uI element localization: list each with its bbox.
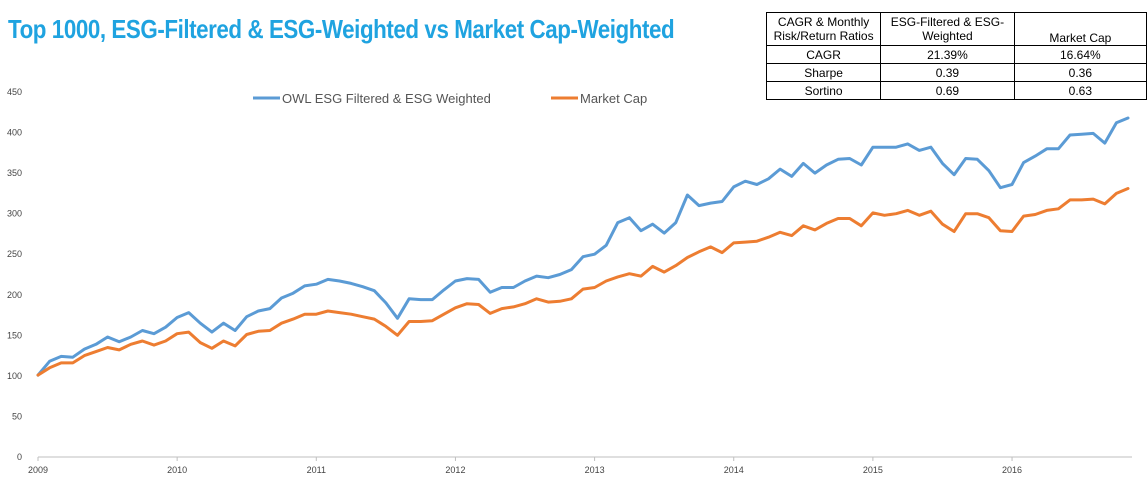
stats-market-value: 16.64% (1013, 45, 1147, 64)
stats-row-sortino: Sortino 0.69 0.63 (765, 81, 1147, 100)
y-tick-label: 250 (7, 249, 22, 259)
legend-label: OWL ESG Filtered & ESG Weighted (282, 91, 491, 106)
y-tick-label: 300 (7, 209, 22, 219)
x-tick-label: 2011 (307, 465, 326, 475)
series-line-market-cap (36, 187, 1130, 377)
x-tick-label: 2009 (28, 465, 48, 475)
x-tick-label: 2010 (167, 465, 187, 475)
stats-esg-value: 21.39% (880, 45, 1015, 64)
stats-header-row: CAGR & Monthly Risk/Return Ratios ESG-Fi… (765, 12, 1147, 46)
stats-esg-value: 0.69 (880, 81, 1015, 100)
stats-table: CAGR & Monthly Risk/Return Ratios ESG-Fi… (765, 12, 1147, 100)
stats-row-sharpe: Sharpe 0.39 0.36 (765, 63, 1147, 82)
x-tick-label: 2016 (1002, 465, 1022, 475)
stats-header-metric: CAGR & Monthly Risk/Return Ratios (765, 12, 882, 46)
x-tick-label: 2014 (724, 465, 744, 475)
chart-axes: 0 50 100 150 200 250 300 350 400 450 2009 2010 2011 2… (7, 87, 1132, 475)
legend-label: Market Cap (580, 91, 647, 106)
y-tick-label: 100 (7, 371, 22, 381)
y-tick-label: 0 (17, 452, 22, 462)
y-tick-label: 350 (7, 168, 22, 178)
y-tick-label: 450 (7, 87, 22, 97)
stats-header-market: Market Cap (1013, 12, 1147, 46)
stats-label: Sortino (765, 81, 882, 100)
chart-series (36, 116, 1130, 377)
series-line-esg (36, 116, 1130, 377)
x-tick-label: 2015 (863, 465, 883, 475)
chart-title: Top 1000, ESG-Filtered & ESG-Weighted vs… (8, 14, 675, 44)
x-tick-label: 2012 (445, 465, 465, 475)
y-tick-label: 200 (7, 290, 22, 300)
y-tick-label: 400 (7, 128, 22, 138)
x-tick-label: 2013 (585, 465, 605, 475)
y-tick-label: 150 (7, 330, 22, 340)
stats-row-cagr: CAGR 21.39% 16.64% (765, 45, 1147, 64)
chart-legend: OWL ESG Filtered & ESG Weighted Market Ca… (253, 91, 647, 106)
y-tick-label: 50 (12, 411, 22, 421)
stats-market-value: 0.63 (1013, 81, 1147, 100)
